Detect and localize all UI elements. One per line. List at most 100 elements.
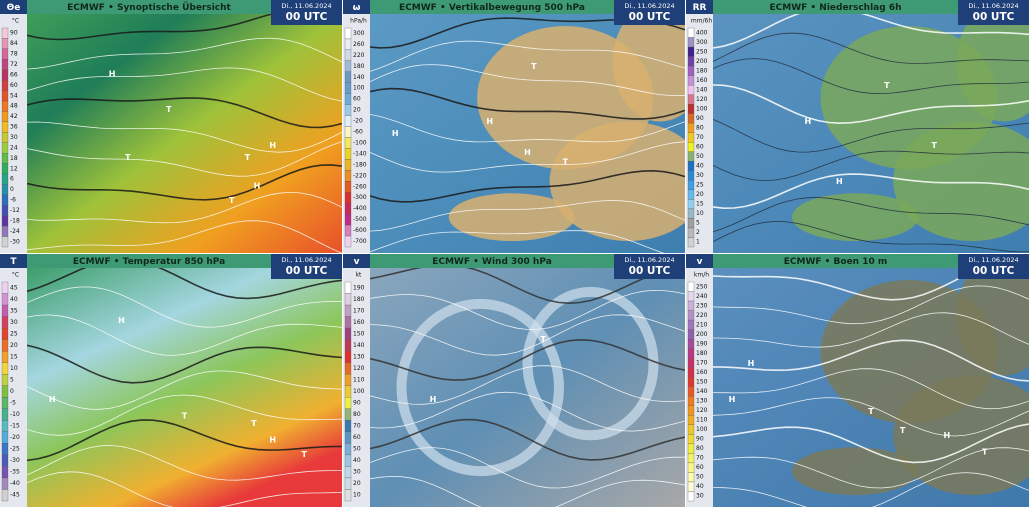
title-bar [370, 254, 685, 268]
run-time: 00 UTC [973, 11, 1015, 23]
legend-label: -500 [353, 216, 367, 223]
legend-swatch [1, 327, 9, 340]
legend-label: -45 [10, 492, 20, 499]
legend-swatch [687, 472, 695, 483]
legend-swatch [1, 236, 9, 248]
legend-swatch [1, 79, 9, 91]
legend-swatch [344, 374, 352, 386]
legend-swatch [1, 142, 9, 154]
legend-swatch [687, 367, 695, 378]
legend-label: -35 [10, 469, 20, 476]
legend-label: 100 [353, 388, 365, 395]
isoline [713, 339, 1029, 382]
legend-swatch [687, 56, 695, 67]
panel: H T T H T H T ECMWF • Synoptische Übersicht Di.,… [0, 0, 343, 253]
legend-label: 130 [696, 398, 708, 405]
legend-unit: °C [12, 272, 19, 279]
legend-label: 35 [10, 307, 18, 314]
legend-symbol-box [0, 0, 27, 14]
legend-label: 150 [353, 330, 365, 337]
legend-swatch [1, 173, 9, 185]
legend-label: -20 [10, 434, 20, 441]
isoline [713, 312, 1029, 348]
isoline [370, 40, 685, 72]
panel-title: ECMWF • Vertikalbewegung 500 hPa [399, 3, 585, 13]
isoline [370, 141, 685, 173]
legend-label: -30 [10, 238, 20, 245]
jet-stream [522, 286, 659, 441]
run-date: Di., 11.06.2024 [968, 2, 1018, 10]
legend-swatch [687, 27, 695, 38]
legend-label: 50 [353, 446, 361, 453]
run-date: Di., 11.06.2024 [281, 2, 331, 10]
title-bar [27, 254, 342, 268]
legend-label: 230 [696, 302, 708, 309]
legend-label: 72 [10, 61, 18, 68]
legend-swatch [1, 408, 9, 421]
isoline [713, 84, 1029, 125]
legend-label: 20 [696, 191, 704, 198]
legend-swatch [1, 489, 9, 502]
legend-swatch [687, 132, 695, 143]
pressure-center-label: H [49, 395, 56, 404]
legend-swatch [1, 100, 9, 112]
legend-symbol-box [686, 0, 713, 14]
pressure-center-label: T [884, 81, 890, 90]
legend-swatch [1, 443, 9, 456]
isoline [370, 114, 685, 143]
land [448, 193, 575, 242]
legend-label: 220 [353, 52, 365, 59]
legend-swatch [1, 339, 9, 352]
isoline [713, 58, 1029, 95]
isoline [370, 268, 683, 305]
legend-swatch [1, 397, 9, 409]
run-time: 00 UTC [286, 11, 328, 23]
legend-label: -25 [10, 446, 20, 453]
pressure-center-label: T [245, 153, 251, 162]
legend-swatch [344, 159, 352, 171]
legend-label: 78 [10, 51, 18, 58]
jet-stream [396, 298, 564, 477]
legend-swatch [1, 69, 9, 81]
legend-label: 180 [696, 67, 708, 74]
legend-label: -260 [353, 183, 367, 190]
legend-swatch [344, 420, 352, 432]
legend-swatch [687, 161, 695, 171]
legend-swatch [687, 405, 695, 416]
legend-label: -100 [353, 139, 367, 146]
run-date: Di., 11.06.2024 [624, 256, 674, 264]
isoline [27, 471, 342, 507]
legend-label: 70 [696, 455, 704, 462]
legend-label: 90 [10, 30, 18, 37]
time-box [271, 254, 342, 279]
legend-label: -30 [10, 457, 20, 464]
legend-label: 25 [10, 330, 18, 337]
pressure-center-label: H [836, 177, 843, 186]
legend-swatch [1, 111, 9, 123]
pressure-center-label: H [392, 129, 399, 138]
isoline [27, 344, 342, 384]
isoline [370, 338, 685, 381]
isoline [713, 173, 1029, 210]
isoline [713, 447, 1029, 489]
legend-unit: kt [356, 272, 362, 279]
legend-label: 300 [696, 39, 708, 46]
legend-label: 260 [353, 41, 365, 48]
pressure-center-label: T [125, 153, 131, 162]
legend-swatch [344, 38, 352, 51]
run-date: Di., 11.06.2024 [281, 256, 331, 264]
legend-swatch [344, 115, 352, 127]
legend-label: -12 [10, 207, 20, 214]
legend-swatch [687, 199, 695, 210]
legend-swatch [687, 377, 695, 387]
legend-label: 300 [353, 30, 365, 37]
legend-label: 10 [10, 365, 18, 372]
legend-label: 6 [10, 176, 14, 183]
isoline [27, 394, 342, 436]
legend-label: 45 [10, 284, 18, 291]
legend-unit: hPa/h [350, 18, 367, 25]
legend-label: 120 [696, 407, 708, 414]
isoline [27, 370, 342, 410]
run-time: 00 UTC [286, 265, 328, 277]
